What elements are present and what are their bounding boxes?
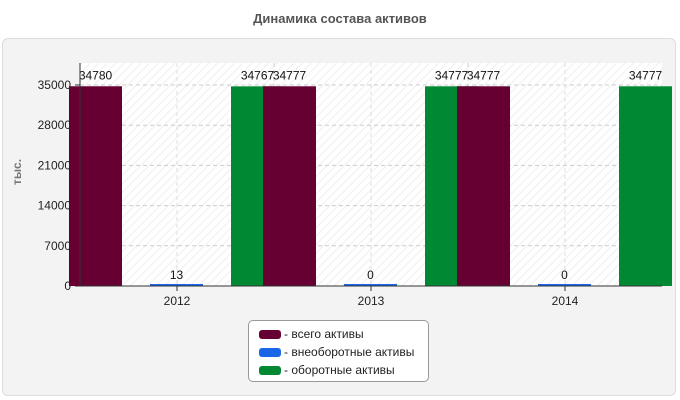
chart-legend: - всего активы - внеоборотные активы - о… — [248, 320, 429, 382]
legend-swatch-current — [259, 365, 281, 375]
data-label: 0 — [561, 268, 568, 282]
chart-title: Динамика состава активов — [253, 11, 427, 26]
y-tick-label: 28000 — [38, 118, 72, 132]
legend-swatch-total — [259, 329, 281, 339]
y-tick-label: 35000 — [38, 78, 72, 92]
legend-label-total: всего активы — [291, 327, 364, 341]
bar — [619, 86, 672, 286]
data-label: 34780 — [79, 68, 113, 82]
x-tick-label: 2014 — [552, 294, 579, 308]
data-label: 34777 — [273, 68, 307, 82]
legend-label-current: оборотные активы — [291, 363, 395, 377]
data-label: 13 — [170, 268, 184, 282]
bar — [263, 86, 316, 286]
legend-prefix: - — [284, 363, 292, 377]
x-tick-label: 2012 — [164, 294, 191, 308]
y-axis-label: тыс. — [10, 159, 24, 185]
data-label: 34777 — [629, 68, 663, 82]
data-label: 0 — [367, 268, 374, 282]
data-label: 34777 — [435, 68, 469, 82]
legend-swatch-noncurrent — [259, 347, 281, 357]
legend-item-current: - оборотные активы — [259, 361, 428, 379]
y-tick-label: 21000 — [38, 158, 72, 172]
legend-item-noncurrent: - внеоборотные активы — [259, 343, 428, 361]
bar — [150, 284, 203, 286]
bar — [69, 86, 122, 286]
data-label: 34777 — [467, 68, 501, 82]
bar — [538, 284, 591, 286]
x-tick-label: 2013 — [358, 294, 385, 308]
bar — [344, 284, 397, 286]
y-tick-label: 14000 — [38, 199, 72, 213]
y-tick-label: 0 — [64, 279, 71, 293]
y-tick-label: 7000 — [44, 239, 71, 253]
data-label: 34767 — [241, 68, 275, 82]
bar — [457, 86, 510, 286]
legend-prefix: - — [284, 345, 292, 359]
legend-prefix: - — [284, 327, 292, 341]
legend-item-total: - всего активы — [259, 325, 428, 343]
legend-label-noncurrent: внеоборотные активы — [291, 345, 415, 359]
